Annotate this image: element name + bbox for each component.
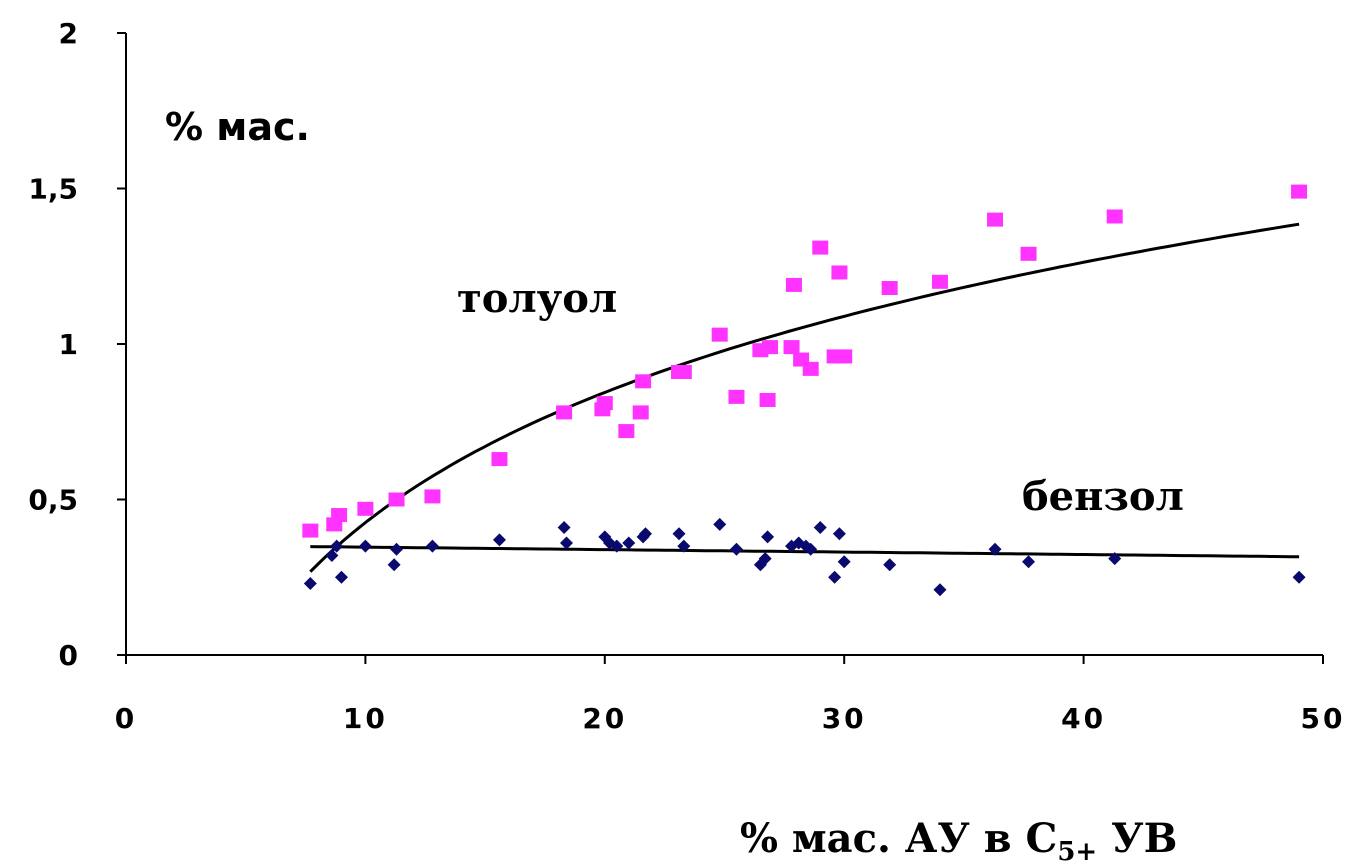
data-point-benzene	[758, 552, 772, 566]
data-point-benzene	[559, 536, 573, 550]
data-point-toluene	[1020, 246, 1037, 261]
data-point-benzene	[330, 539, 344, 553]
data-point-toluene	[596, 396, 613, 411]
data-point-toluene	[556, 405, 573, 420]
data-point-toluene	[388, 492, 405, 507]
data-point-toluene	[491, 452, 508, 467]
data-point-toluene	[759, 392, 776, 407]
data-point-benzene	[358, 539, 372, 553]
data-point-toluene	[881, 281, 898, 296]
x-axis-label: % мас. АУ в С5+ УВ	[740, 815, 1177, 867]
data-point-benzene	[325, 548, 339, 562]
data-point-toluene	[802, 361, 819, 376]
data-point-benzene	[1022, 555, 1036, 569]
y-tick-label: 1	[59, 328, 78, 361]
data-point-benzene	[988, 542, 1002, 556]
data-point-toluene	[812, 240, 829, 255]
data-point-benzene	[1292, 570, 1306, 584]
data-point-toluene	[1291, 184, 1308, 199]
series-label-toluene: толуол	[457, 275, 617, 322]
data-point-benzene	[425, 539, 439, 553]
data-point-benzene	[828, 570, 842, 584]
data-point-toluene	[357, 501, 374, 516]
x-tick-label: 10	[343, 702, 388, 735]
data-point-benzene	[390, 542, 404, 556]
data-point-toluene	[831, 265, 848, 280]
data-point-benzene	[387, 558, 401, 572]
data-point-benzene	[677, 539, 691, 553]
data-point-benzene	[672, 527, 686, 541]
x-tick-label: 30	[822, 702, 867, 735]
data-point-benzene	[813, 520, 827, 534]
data-points	[302, 184, 1308, 597]
data-point-benzene	[804, 542, 818, 556]
data-point-benzene	[713, 517, 727, 531]
data-point-toluene	[931, 274, 948, 289]
y-tick-label: 2	[59, 17, 78, 50]
y-tick-label: 0,5	[28, 484, 78, 517]
data-point-benzene	[334, 570, 348, 584]
data-point-benzene	[933, 583, 947, 597]
data-point-toluene	[331, 508, 348, 523]
y-tick-label: 0	[59, 639, 78, 672]
data-point-toluene	[987, 212, 1004, 227]
data-point-toluene	[761, 340, 778, 355]
data-point-toluene	[785, 277, 802, 292]
data-point-toluene	[1106, 209, 1123, 224]
data-point-benzene	[303, 576, 317, 590]
x-tick-label: 20	[582, 702, 627, 735]
data-point-benzene	[1108, 552, 1122, 566]
trendlines	[309, 222, 1300, 573]
data-point-benzene	[832, 527, 846, 541]
data-point-benzene	[761, 530, 775, 544]
data-point-toluene	[783, 340, 800, 355]
x-tick-label: 40	[1061, 702, 1106, 735]
data-point-benzene	[638, 527, 652, 541]
data-point-toluene	[302, 523, 319, 538]
data-point-toluene	[728, 389, 745, 404]
x-axis-ticks: 0 10 20 30 40 50	[115, 655, 1346, 735]
trendline-benzene	[310, 545, 1300, 559]
data-point-toluene	[424, 489, 441, 504]
trendline-toluene	[309, 222, 1300, 573]
data-point-toluene	[711, 327, 728, 342]
data-point-benzene	[610, 539, 624, 553]
y-axis-label: % мас.	[165, 105, 310, 149]
data-point-toluene	[635, 374, 652, 389]
data-point-benzene	[492, 533, 506, 547]
data-point-benzene	[837, 555, 851, 569]
data-point-benzene	[883, 558, 897, 572]
data-point-benzene	[729, 542, 743, 556]
data-point-toluene	[618, 424, 635, 439]
data-point-toluene	[836, 349, 853, 364]
y-tick-label: 1,5	[28, 173, 78, 206]
data-point-toluene	[675, 364, 692, 379]
x-tick-label: 0	[115, 702, 137, 735]
y-axis-ticks: 0 0,5 1 1,5 2	[28, 17, 126, 672]
data-point-benzene	[557, 520, 571, 534]
data-point-toluene	[632, 405, 649, 420]
series-label-benzene: бензол	[1022, 473, 1184, 520]
x-tick-label: 50	[1301, 702, 1346, 735]
data-point-benzene	[622, 536, 636, 550]
